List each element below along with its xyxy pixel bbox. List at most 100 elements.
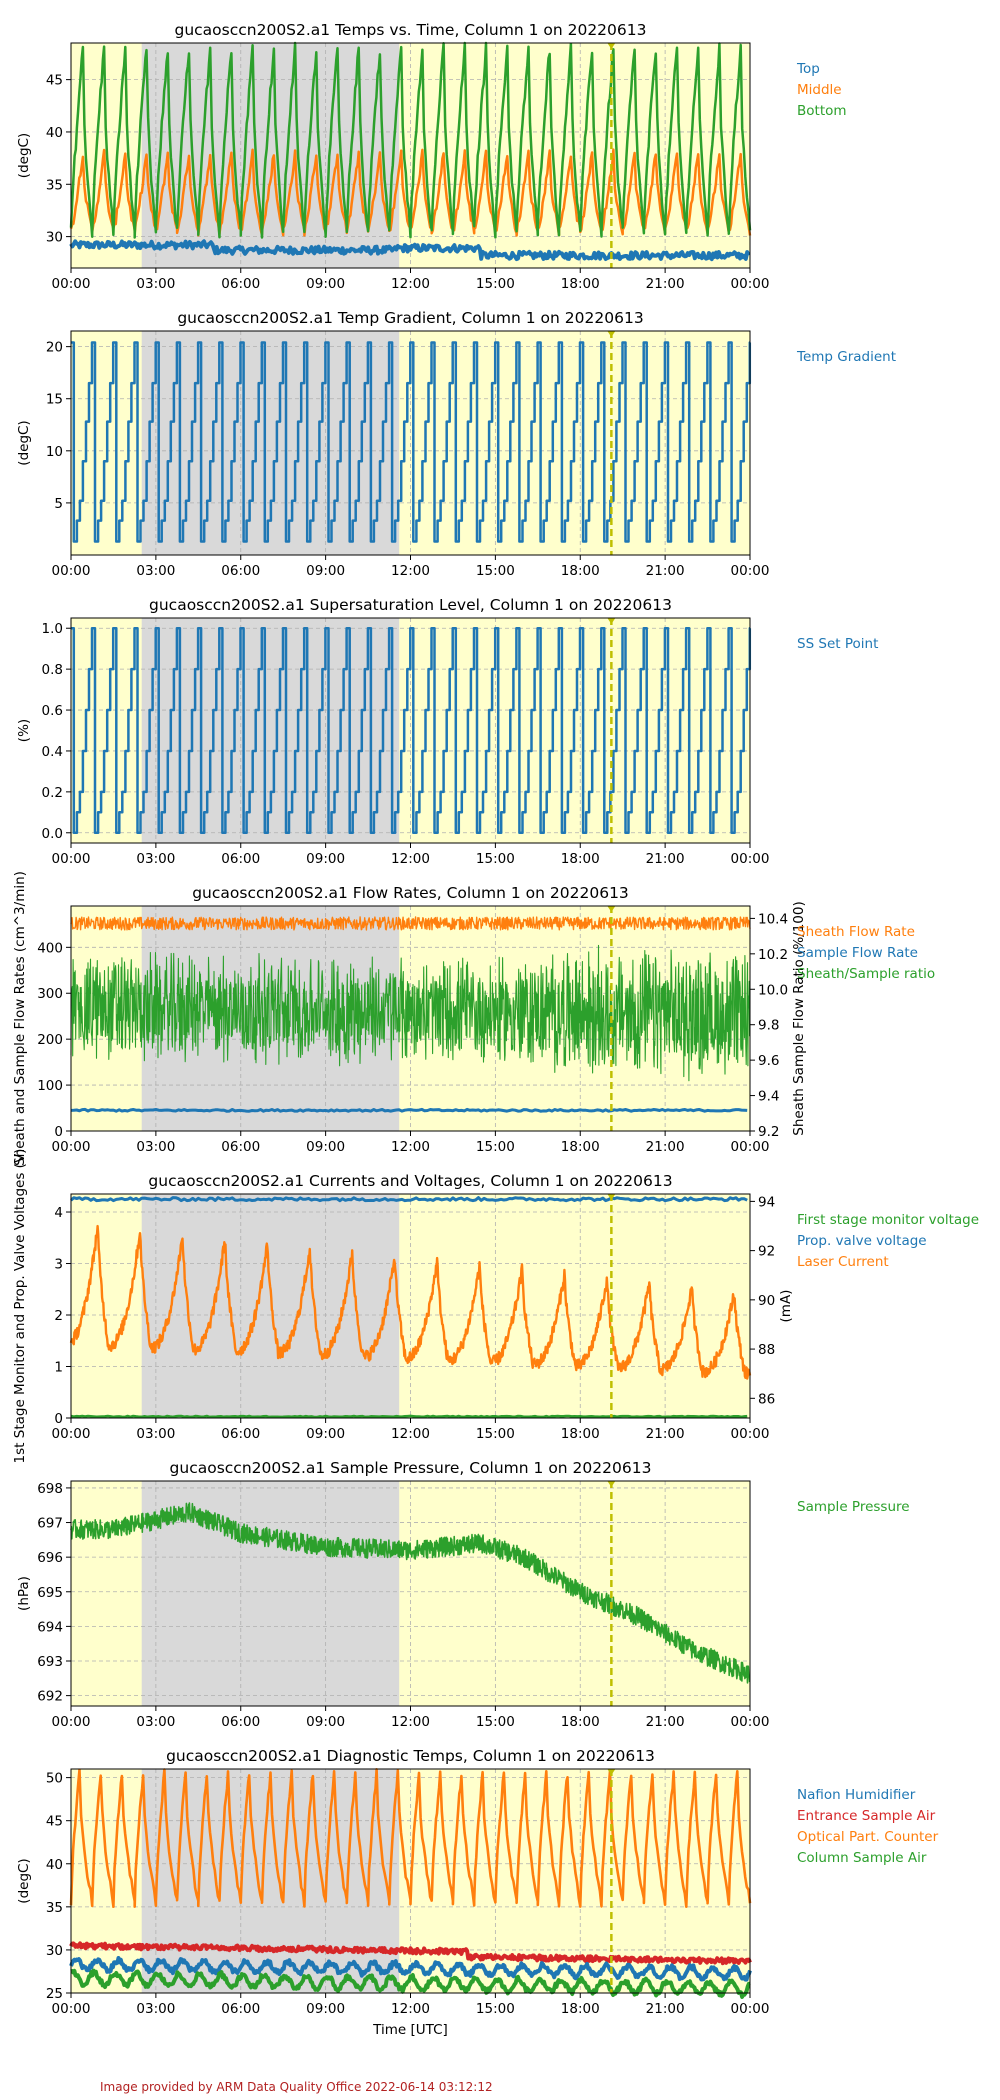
x-tick-label: 00:00: [52, 1426, 91, 1442]
x-axis-label: Time [UTC]: [372, 2022, 448, 2038]
x-tick-label: 00:00: [731, 1714, 770, 1730]
x-tick-label: 00:00: [52, 1139, 91, 1155]
y-tick-label: 0: [54, 1124, 63, 1140]
y-axis-label: (%): [16, 719, 32, 742]
x-tick-label: 00:00: [731, 851, 770, 867]
legend-entry: Sample Pressure: [797, 1499, 910, 1515]
x-tick-label: 12:00: [391, 2001, 430, 2017]
x-tick-label: 03:00: [136, 1426, 175, 1442]
y-tick-label: 2: [54, 1308, 63, 1324]
y-right-tick-label: 92: [758, 1244, 775, 1260]
x-tick-label: 06:00: [221, 276, 260, 292]
x-tick-label: 09:00: [306, 563, 345, 579]
y-tick-label: 200: [37, 1032, 63, 1048]
y-right-axis-label: Sheath Sample Flow Ratio (%/100): [791, 901, 807, 1136]
legend-entry: SS Set Point: [797, 636, 878, 652]
y-axis-label: (degC): [16, 133, 32, 178]
legend-entry: Top: [796, 61, 820, 77]
y-right-axis-label: (mA): [778, 1290, 794, 1323]
y-tick-label: 0.0: [42, 826, 63, 842]
x-tick-label: 09:00: [306, 851, 345, 867]
x-tick-label: 09:00: [306, 276, 345, 292]
series-line-column-sample-air: [70, 1968, 751, 1999]
y-right-tick-label: 94: [758, 1194, 775, 1210]
series-line-top: [69, 239, 751, 262]
x-tick-label: 03:00: [136, 276, 175, 292]
x-tick-label: 00:00: [52, 563, 91, 579]
footer-credit: Image provided by ARM Data Quality Offic…: [100, 2080, 493, 2094]
chart-panel-1: gucaosccn200S2.a1 Temps vs. Time, Column…: [16, 21, 847, 292]
x-tick-label: 12:00: [391, 276, 430, 292]
time-marker-head: [607, 1769, 616, 1775]
chart-title: gucaosccn200S2.a1 Supersaturation Level,…: [149, 596, 672, 614]
series-line-bottom: [69, 41, 752, 239]
time-marker-head: [607, 331, 616, 337]
x-tick-label: 03:00: [136, 2001, 175, 2017]
chart-panel-2: gucaosccn200S2.a1 Temp Gradient, Column …: [16, 309, 896, 579]
x-tick-label: 06:00: [221, 1426, 260, 1442]
y-tick-label: 45: [46, 73, 63, 89]
x-tick-label: 00:00: [731, 2001, 770, 2017]
y-tick-label: 30: [46, 230, 63, 246]
y-tick-label: 693: [37, 1654, 63, 1670]
series-line-entrance-sample-air: [69, 1941, 752, 1966]
x-tick-label: 09:00: [306, 1714, 345, 1730]
x-tick-label: 12:00: [391, 1426, 430, 1442]
x-tick-label: 06:00: [221, 1714, 260, 1730]
x-tick-label: 12:00: [391, 1714, 430, 1730]
x-tick-label: 03:00: [136, 563, 175, 579]
series-line-optical-part-counter: [69, 1768, 752, 1908]
legend-entry: Sample Flow Rate: [797, 945, 918, 961]
chart-panel-4: gucaosccn200S2.a1 Flow Rates, Column 1 o…: [12, 871, 935, 1166]
y-tick-label: 692: [37, 1689, 63, 1705]
x-tick-label: 00:00: [52, 851, 91, 867]
y-tick-label: 696: [37, 1550, 63, 1566]
chart-title: gucaosccn200S2.a1 Temps vs. Time, Column…: [174, 21, 646, 39]
legend-entry: Nafion Humidifier: [797, 1787, 916, 1803]
y-tick-label: 0: [54, 1411, 63, 1427]
x-tick-label: 21:00: [646, 851, 685, 867]
x-tick-label: 09:00: [306, 2001, 345, 2017]
x-tick-label: 15:00: [476, 1426, 515, 1442]
y-right-tick-label: 9.2: [758, 1124, 779, 1140]
legend-entry: Bottom: [797, 103, 847, 119]
y-tick-label: 1.0: [42, 621, 63, 637]
y-right-tick-label: 9.4: [758, 1089, 779, 1105]
x-tick-label: 15:00: [476, 851, 515, 867]
y-right-tick-label: 9.6: [758, 1053, 779, 1069]
y-tick-label: 30: [46, 1943, 63, 1959]
y-axis-label: 1st Stage Monitor and Prop. Valve Voltag…: [12, 1149, 28, 1464]
y-tick-label: 698: [37, 1481, 63, 1497]
legend-entry: Temp Gradient: [796, 349, 896, 365]
y-tick-label: 695: [37, 1585, 63, 1601]
series-line-laser-current: [69, 1224, 752, 1380]
x-tick-label: 03:00: [136, 1714, 175, 1730]
x-tick-label: 00:00: [52, 2001, 91, 2017]
y-tick-label: 0.6: [42, 703, 63, 719]
series-line-sample-flow: [70, 1107, 748, 1113]
x-tick-label: 12:00: [391, 1139, 430, 1155]
y-tick-label: 5: [54, 496, 63, 512]
x-tick-label: 06:00: [221, 2001, 260, 2017]
series-line-staircase: [71, 626, 752, 835]
y-tick-label: 20: [46, 340, 63, 356]
x-tick-label: 06:00: [221, 1139, 260, 1155]
y-tick-label: 40: [46, 1857, 63, 1873]
chart-title: gucaosccn200S2.a1 Sample Pressure, Colum…: [170, 1459, 652, 1477]
x-tick-label: 21:00: [646, 1139, 685, 1155]
y-right-tick-label: 90: [758, 1293, 775, 1309]
y-tick-label: 0.2: [42, 785, 63, 801]
chart-title: gucaosccn200S2.a1 Temp Gradient, Column …: [177, 309, 643, 327]
x-tick-label: 15:00: [476, 2001, 515, 2017]
x-tick-label: 21:00: [646, 1714, 685, 1730]
y-right-tick-label: 10.2: [758, 947, 788, 963]
series-line-first-stage-voltage: [70, 1414, 748, 1419]
legend-entry: Middle: [797, 82, 842, 98]
y-right-tick-label: 10.4: [758, 911, 788, 927]
x-tick-label: 18:00: [561, 851, 600, 867]
legend-entry: First stage monitor voltage: [797, 1212, 979, 1228]
y-axis-label: (degC): [16, 1858, 32, 1903]
x-tick-label: 18:00: [561, 1139, 600, 1155]
y-tick-label: 4: [54, 1205, 63, 1221]
